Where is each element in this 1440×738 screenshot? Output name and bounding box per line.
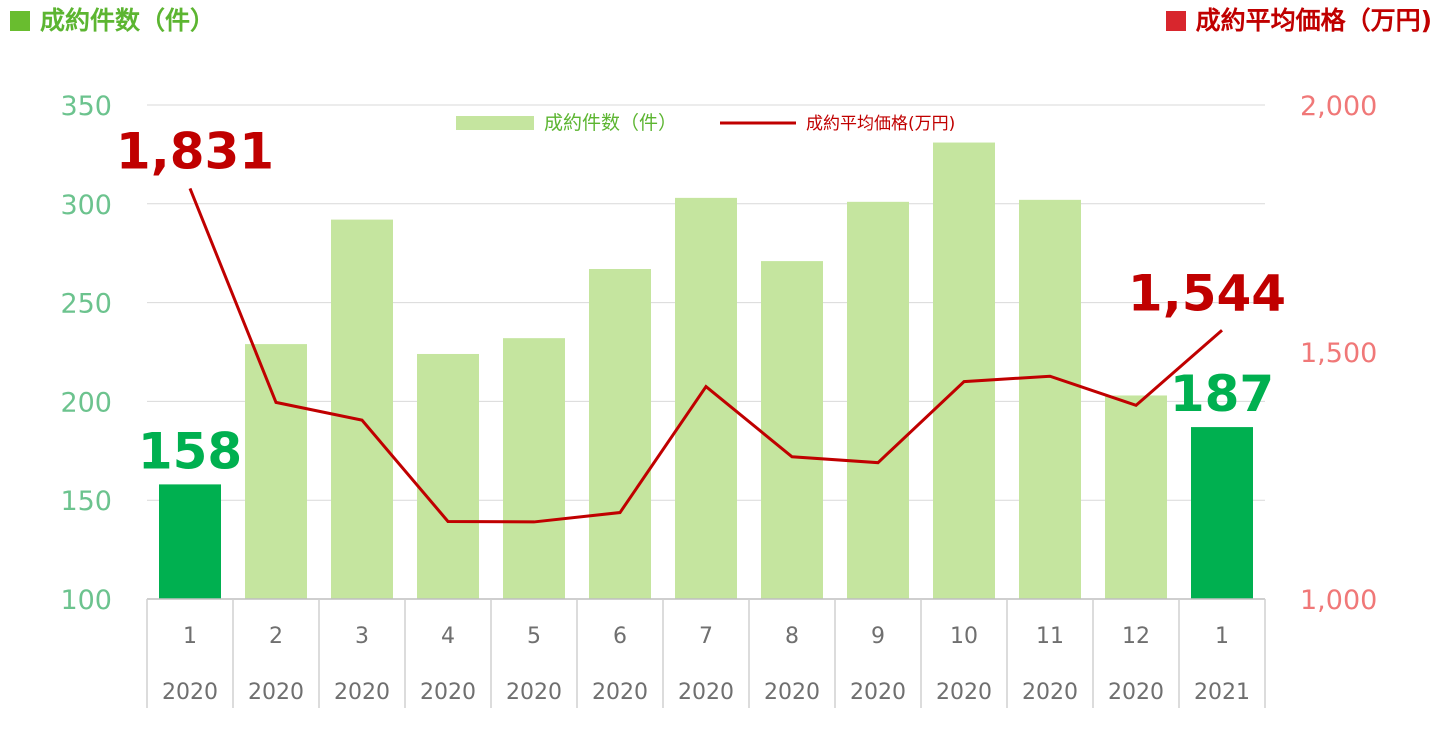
left-axis-tick-label: 300 — [60, 190, 112, 221]
x-axis-year-label: 2020 — [592, 680, 648, 705]
x-axis-month-label: 3 — [355, 624, 369, 649]
x-axis-year-label: 2020 — [678, 680, 734, 705]
x-axis-month-label: 4 — [441, 624, 455, 649]
x-axis-month-label: 11 — [1036, 624, 1064, 649]
x-axis-year-label: 2020 — [420, 680, 476, 705]
x-axis-month-label: 1 — [1215, 624, 1229, 649]
bar-data-label: 187 — [1170, 365, 1274, 423]
x-axis-month-label: 7 — [699, 624, 713, 649]
right-axis-tick-label: 2,000 — [1300, 91, 1377, 122]
x-axis-month-label: 12 — [1122, 624, 1150, 649]
x-axis-month-label: 2 — [269, 624, 283, 649]
right-axis-tick-label: 1,500 — [1300, 338, 1377, 369]
x-axis-month-label: 6 — [613, 624, 627, 649]
x-axis-year-label: 2020 — [764, 680, 820, 705]
bar — [675, 197, 737, 599]
x-axis-year-label: 2020 — [334, 680, 390, 705]
bar — [159, 484, 221, 599]
left-axis-tick-label: 150 — [60, 486, 112, 517]
bar — [1105, 395, 1167, 599]
line-data-label: 1,831 — [116, 122, 274, 180]
right-axis-title: 成約平均価格（万円) — [1165, 4, 1432, 38]
x-axis-month-label: 9 — [871, 624, 885, 649]
left-axis-title-text: 成約件数（件） — [40, 6, 216, 35]
price-line — [188, 187, 1223, 524]
bar — [503, 338, 565, 599]
bar — [331, 219, 393, 599]
x-axis-year-label: 2020 — [506, 680, 562, 705]
legend-line-label: 成約平均価格(万円) — [806, 114, 955, 134]
x-axis-year-label: 2020 — [1022, 680, 1078, 705]
left-axis-title: 成約件数（件） — [10, 4, 215, 38]
bar-data-label: 158 — [138, 422, 242, 480]
x-axis-year-label: 2020 — [936, 680, 992, 705]
left-axis-tick-label: 200 — [60, 387, 112, 418]
x-axis-year-label: 2021 — [1194, 680, 1250, 705]
green-square-icon — [10, 11, 30, 31]
bar — [761, 261, 823, 599]
left-axis-tick-label: 250 — [60, 289, 112, 320]
legend-bar-label: 成約件数（件） — [544, 112, 677, 134]
x-axis-year-label: 2020 — [1108, 680, 1164, 705]
x-axis-year-label: 2020 — [248, 680, 304, 705]
left-axis-tick-label: 350 — [60, 91, 112, 122]
right-axis-tick-label: 1,000 — [1300, 585, 1377, 616]
line-data-label: 1,544 — [1128, 264, 1286, 322]
x-axis-year-label: 2020 — [850, 680, 906, 705]
x-axis-year-label: 2020 — [162, 680, 218, 705]
bar — [1019, 199, 1081, 599]
right-axis-title-text: 成約平均価格（万円) — [1195, 6, 1432, 35]
x-axis-month-label: 5 — [527, 624, 541, 649]
bar — [1191, 427, 1253, 599]
red-square-icon — [1165, 11, 1186, 31]
left-axis-tick-label: 100 — [60, 585, 112, 616]
x-axis-month-label: 1 — [183, 624, 197, 649]
bar — [933, 142, 995, 599]
bar — [245, 344, 307, 599]
x-axis-month-label: 10 — [950, 624, 978, 649]
bar — [847, 201, 909, 599]
bar — [417, 353, 479, 599]
bar — [589, 269, 651, 599]
legend-bar-swatch — [456, 116, 534, 130]
x-axis-month-label: 8 — [785, 624, 799, 649]
